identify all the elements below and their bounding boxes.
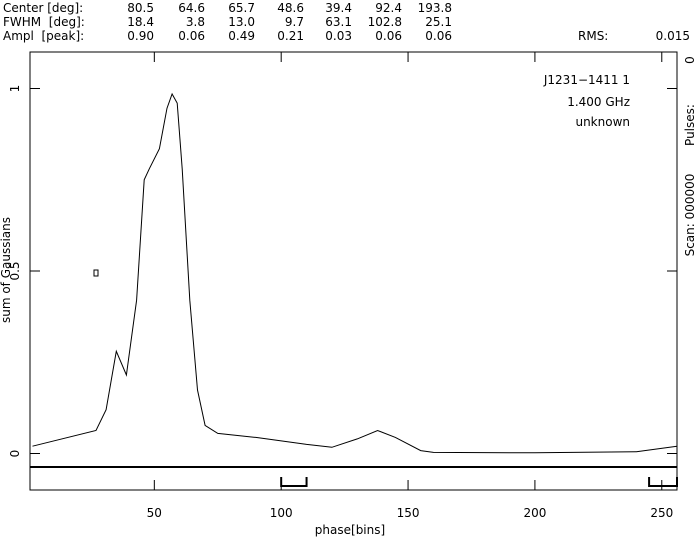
- rms-label: RMS:: [578, 29, 608, 43]
- header-value: 39.4: [325, 1, 352, 15]
- rms-value: 0.015: [656, 29, 690, 43]
- x-tick-label: 250: [650, 506, 673, 520]
- annotation: unknown: [575, 115, 630, 129]
- x-tick-label: 200: [523, 506, 546, 520]
- marker-box: [93, 269, 99, 277]
- header-value: 9.7: [285, 15, 304, 29]
- y-axis-label: sum of Gaussians: [0, 217, 13, 323]
- profile-line: [32, 92, 678, 454]
- x-tick-label: 100: [270, 506, 293, 520]
- header-value: 0.06: [178, 29, 205, 43]
- x-tick-label: 50: [147, 506, 162, 520]
- header-value: 64.6: [178, 1, 205, 15]
- header-value: 25.1: [425, 15, 452, 29]
- header-label: FWHM [deg]:: [3, 15, 85, 29]
- header-value: 48.6: [277, 1, 304, 15]
- side-label: 0: [683, 56, 697, 64]
- region-bracket: [648, 477, 678, 487]
- x-axis-label: phase[bins]: [315, 523, 385, 537]
- header-value: 193.8: [418, 1, 452, 15]
- header-value: 63.1: [325, 15, 352, 29]
- y-tick-label: 1: [8, 85, 22, 93]
- header-value: 13.0: [228, 15, 255, 29]
- header-value: 92.4: [375, 1, 402, 15]
- region-bracket: [280, 477, 308, 487]
- header-value: 102.8: [368, 15, 402, 29]
- header-value: 3.8: [186, 15, 205, 29]
- header-value: 18.4: [127, 15, 154, 29]
- annotation: J1231−1411 1: [543, 73, 630, 87]
- y-tick-label: 0: [8, 450, 22, 458]
- side-label: Pulses:: [683, 104, 697, 146]
- y-tick-label: 0.5: [8, 261, 22, 280]
- header-value: 0.49: [228, 29, 255, 43]
- header-value: 0.06: [375, 29, 402, 43]
- header-label: Center [deg]:: [3, 1, 83, 15]
- header-label: Ampl [peak]:: [3, 29, 84, 43]
- header-value: 0.03: [325, 29, 352, 43]
- header-value: 0.90: [127, 29, 154, 43]
- header-value: 65.7: [228, 1, 255, 15]
- side-label: Scan: 000000: [683, 174, 697, 257]
- header-value: 80.5: [127, 1, 154, 15]
- x-tick-label: 150: [397, 506, 420, 520]
- header-value: 0.21: [277, 29, 304, 43]
- annotation: 1.400 GHz: [567, 95, 630, 109]
- header-value: 0.06: [425, 29, 452, 43]
